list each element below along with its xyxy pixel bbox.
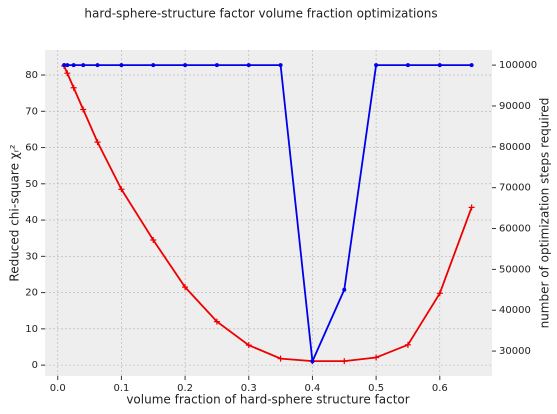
marker [373, 354, 380, 361]
x-tick-label: 0.5 [368, 383, 384, 394]
plot-area [45, 50, 492, 376]
marker [150, 237, 157, 244]
marker [71, 63, 76, 68]
marker [94, 139, 101, 146]
x-tick-label: 0.3 [241, 383, 257, 394]
marker [469, 63, 474, 68]
y2-tick-label: 70000 [499, 183, 531, 194]
marker [277, 355, 284, 362]
marker [342, 287, 347, 292]
marker [246, 63, 251, 68]
marker [81, 63, 86, 68]
marker [70, 84, 77, 91]
y-tick-label: 30 [25, 251, 38, 262]
y-tick-label: 0 [32, 360, 38, 371]
marker [80, 106, 87, 113]
marker [374, 63, 379, 68]
marker [119, 63, 124, 68]
marker [278, 63, 283, 68]
y2-tick-label: 50000 [499, 264, 531, 275]
marker [182, 284, 189, 291]
marker [151, 63, 156, 68]
marker [245, 342, 252, 349]
marker [341, 358, 348, 365]
marker [64, 70, 71, 77]
y2-tick-label: 90000 [499, 101, 531, 112]
marker [437, 63, 442, 68]
x-axis-label: volume fraction of hard-sphere structure… [126, 393, 409, 407]
y-tick-label: 10 [25, 324, 38, 335]
y-tick-label: 80 [25, 70, 38, 81]
marker [310, 359, 315, 364]
y-tick-label: 40 [25, 215, 38, 226]
y-axis-label: Reduced chi-square χᵣ² [8, 144, 22, 281]
x-tick-label: 0.1 [113, 383, 129, 394]
marker [468, 204, 475, 211]
marker [118, 186, 125, 193]
y-tick-label: 50 [25, 179, 38, 190]
y-tick-label: 20 [25, 288, 38, 299]
marker [95, 63, 100, 68]
y2-tick-label: 30000 [499, 346, 531, 357]
y2-tick-label: 80000 [499, 142, 531, 153]
marker [405, 63, 410, 68]
y2-tick-label: 60000 [499, 224, 531, 235]
y2-tick-label: 100000 [499, 60, 537, 71]
y2-tick-label: 40000 [499, 305, 531, 316]
x-tick-label: 0.2 [177, 383, 193, 394]
x-tick-label: 0.0 [50, 383, 66, 394]
marker [436, 290, 443, 297]
marker [214, 63, 219, 68]
marker [62, 63, 67, 68]
y-tick-label: 70 [25, 106, 38, 117]
marker [213, 318, 220, 325]
y-tick-label: 60 [25, 143, 38, 154]
y2-axis-label: number of optimization steps required [538, 98, 552, 329]
x-tick-label: 0.4 [304, 383, 320, 394]
x-tick-label: 0.6 [432, 383, 448, 394]
marker [65, 63, 70, 68]
chart-title: hard-sphere-structure factor volume frac… [84, 7, 437, 21]
marker [404, 341, 411, 348]
marker [183, 63, 188, 68]
